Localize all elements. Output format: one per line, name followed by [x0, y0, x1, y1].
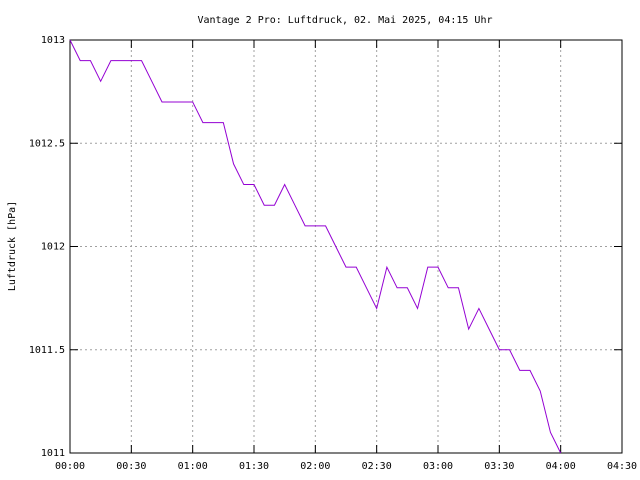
x-tick-label: 03:30	[484, 461, 514, 472]
x-tick-label: 00:30	[116, 461, 146, 472]
plot-frame	[69, 39, 623, 454]
y-axis-label: Luftdruck [hPa]	[7, 201, 18, 291]
data-line	[69, 39, 562, 454]
x-tick-label: 04:30	[607, 461, 637, 472]
y-tick-label: 1011.5	[29, 345, 65, 356]
x-tick-label: 04:00	[546, 461, 576, 472]
x-tick-label: 01:30	[239, 461, 269, 472]
x-tick-label: 01:00	[178, 461, 208, 472]
y-tick-label: 1012	[41, 242, 65, 253]
y-tick-label: 1011	[41, 448, 65, 459]
x-tick-label: 02:00	[300, 461, 330, 472]
x-tick-label: 03:00	[423, 461, 453, 472]
x-tick-label: 02:30	[362, 461, 392, 472]
x-tick-label: 00:00	[55, 461, 85, 472]
y-tick-label: 1012.5	[29, 138, 65, 149]
y-tick-label: 1013	[41, 35, 65, 46]
chart-title: Vantage 2 Pro: Luftdruck, 02. Mai 2025, …	[197, 15, 492, 26]
